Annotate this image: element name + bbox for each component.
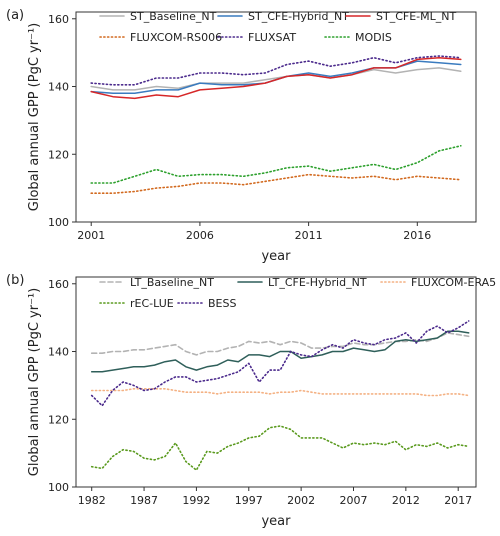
y-tick-label: 140: [48, 81, 69, 94]
y-tick-label: 140: [48, 346, 69, 359]
x-tick-label: 2001: [77, 229, 105, 242]
x-tick-label: 2012: [392, 494, 420, 507]
x-tick-label: 1997: [235, 494, 263, 507]
y-tick-label: 160: [48, 13, 69, 26]
x-tick-label: 2002: [287, 494, 315, 507]
legend-label-rec-lue: rEC-LUE: [130, 297, 174, 310]
y-axis-title: Global annual GPP (PgC yr⁻¹): [27, 288, 42, 476]
series-line-lt-baseline-nt: [90, 332, 470, 356]
y-tick-label: 100: [48, 481, 69, 494]
legend-label-modis: MODIS: [355, 31, 392, 44]
series-line-bess: [90, 320, 470, 407]
panel-label: (a): [6, 8, 24, 23]
x-tick-label: 2016: [403, 229, 431, 242]
series-line-fluxcom-era5: [90, 387, 470, 397]
x-axis-title: year: [261, 514, 291, 529]
panel-label: (b): [6, 273, 24, 288]
legend-label-fluxcom-rs006: FLUXCOM-RS006: [130, 31, 222, 44]
y-axis-title: Global annual GPP (PgC yr⁻¹): [27, 23, 42, 211]
plot-frame: [75, 11, 477, 223]
x-tick-label: 1987: [130, 494, 158, 507]
legend-label-bess: BESS: [208, 297, 236, 310]
chart-panel-b: 100 120 140 160 1982 1987 1992 1997 2002 2007 2012…: [6, 273, 496, 529]
x-tick-label: 2007: [339, 494, 367, 507]
y-tick-label: 120: [48, 413, 69, 426]
x-tick-label: 2011: [295, 229, 323, 242]
legend-label-st-cfe-hybrid-nt: ST_CFE-Hybrid_NT: [248, 10, 349, 23]
legend-label-lt-cfe-hybrid-nt: LT_CFE-Hybrid_NT: [268, 276, 367, 289]
series-line-st-cfe-ml-nt: [90, 56, 462, 100]
series-line-st-baseline-nt: [90, 67, 462, 91]
series-line-fluxsat: [90, 55, 462, 86]
x-tick-label: 2006: [186, 229, 214, 242]
y-tick-label: 100: [48, 216, 69, 229]
legend-label-st-cfe-ml-nt: ST_CFE-ML_NT: [376, 10, 456, 23]
y-tick-label: 160: [48, 278, 69, 291]
legend-label-fluxcom-era5: FLUXCOM-ERA5: [411, 276, 496, 289]
y-tick-label: 120: [48, 148, 69, 161]
x-tick-label: 2017: [444, 494, 472, 507]
series-line-rec-lue: [90, 425, 470, 471]
legend-label-fluxsat: FLUXSAT: [248, 31, 296, 44]
legend-label-st-baseline-nt: ST_Baseline_NT: [130, 10, 217, 23]
series-line-lt-cfe-hybrid-nt: [90, 330, 470, 373]
chart-panel-a: 100 120 140 160 2001 2006 2011 2016 year Global a…: [6, 8, 477, 264]
x-axis-title: year: [261, 249, 291, 264]
series-line-fluxcom-rs006: [90, 173, 462, 194]
plot-frame: [75, 276, 477, 488]
x-tick-label: 1992: [182, 494, 210, 507]
x-tick-label: 1982: [78, 494, 106, 507]
legend-label-lt-baseline-nt: LT_Baseline_NT: [130, 276, 214, 289]
